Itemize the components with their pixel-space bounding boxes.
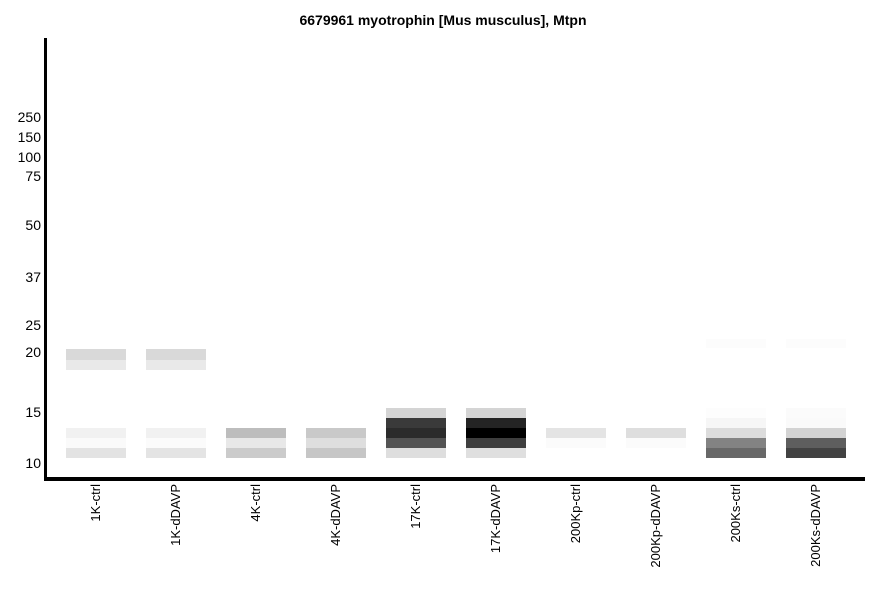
blot-band (306, 448, 366, 458)
blot-band (306, 428, 366, 438)
blot-band (466, 408, 526, 418)
lane-label: 17K-dDAVP (488, 484, 503, 554)
lane-label: 4K-dDAVP (328, 484, 343, 546)
blot-band (386, 448, 446, 458)
mw-tick-label: 75 (25, 168, 41, 184)
blot-band (226, 428, 286, 438)
lane-label: 4K-ctrl (248, 484, 263, 522)
lane-label: 17K-ctrl (408, 484, 423, 529)
chart-title: 6679961 myotrophin [Mus musculus], Mtpn (299, 12, 587, 28)
blot-band (546, 438, 606, 448)
blot-band (786, 418, 846, 428)
blot-band (546, 428, 606, 438)
lane-label: 200Ks-dDAVP (808, 484, 823, 567)
blot-band (466, 418, 526, 428)
blot-band (706, 448, 766, 458)
mw-tick-label: 150 (17, 129, 41, 145)
blot-band (786, 448, 846, 458)
blot-band (146, 360, 206, 370)
blot-band (706, 408, 766, 418)
blot-band (66, 438, 126, 448)
blot-band (146, 349, 206, 360)
blot-band (626, 428, 686, 438)
mw-tick-label: 20 (25, 344, 41, 360)
blot-band (786, 339, 846, 348)
blot-band (786, 438, 846, 448)
mw-tick-label: 15 (25, 404, 41, 420)
blot-band (386, 428, 446, 438)
mw-tick-label: 37 (25, 269, 41, 285)
blot-band (706, 418, 766, 428)
blot-band (66, 360, 126, 370)
blot-band (66, 448, 126, 458)
lane-label: 200Kp-dDAVP (648, 484, 663, 568)
blot-band (466, 428, 526, 438)
blot-band (706, 428, 766, 438)
blot-band (146, 438, 206, 448)
blot-band (466, 438, 526, 448)
blot-band (66, 349, 126, 360)
mw-tick-label: 100 (17, 149, 41, 165)
blot-band (146, 428, 206, 438)
lane-label: 1K-ctrl (88, 484, 103, 522)
mw-tick-label: 250 (17, 109, 41, 125)
mw-tick-label: 50 (25, 217, 41, 233)
lane-label: 1K-dDAVP (168, 484, 183, 546)
blot-band (386, 418, 446, 428)
y-axis-line (44, 38, 47, 481)
mw-tick-label: 25 (25, 317, 41, 333)
blot-band (786, 408, 846, 418)
blot-band (66, 428, 126, 438)
x-axis-line (44, 477, 865, 481)
blot-band (386, 438, 446, 448)
mw-tick-label: 10 (25, 455, 41, 471)
blot-band (226, 438, 286, 448)
blot-band (706, 438, 766, 448)
blot-band (626, 438, 686, 448)
blot-band (386, 408, 446, 418)
blot-band (306, 438, 366, 448)
blot-band (226, 448, 286, 458)
lane-label: 200Ks-ctrl (728, 484, 743, 543)
blot-band (466, 448, 526, 458)
lane-label: 200Kp-ctrl (568, 484, 583, 544)
blot-band (706, 339, 766, 348)
blot-band (146, 448, 206, 458)
blot-band (786, 428, 846, 438)
